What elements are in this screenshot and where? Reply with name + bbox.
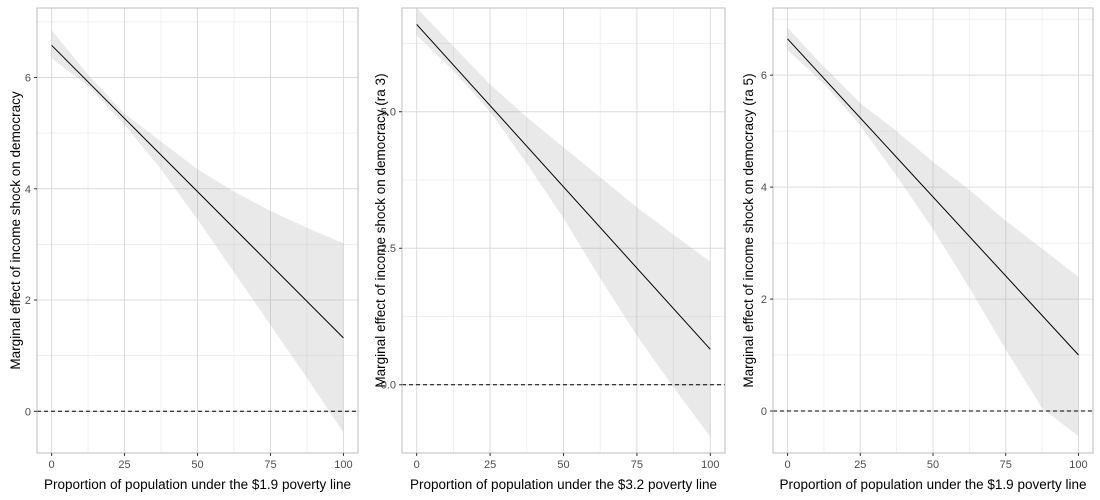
marginal-effect-line — [787, 38, 1079, 356]
chart-panel-3: 0 25 50 75 100 0 2 4 6 Proportion of population u… — [741, 7, 1094, 492]
x-tick-label: 50 — [557, 459, 569, 471]
x-tick-label: 75 — [1000, 459, 1012, 471]
y-axis-title: Marginal effect of income shock on democ… — [741, 73, 756, 387]
y-tick-label: 5.0 — [381, 107, 396, 119]
y-tick-label: 0 — [25, 406, 31, 418]
x-tick-label: 0 — [784, 459, 790, 471]
marginal-effect-line — [51, 44, 344, 339]
y-tick-label: 0 — [761, 406, 767, 418]
marginal-effect-line — [416, 24, 711, 350]
x-tick-label: 100 — [334, 459, 352, 471]
y-axis-title: Marginal effect of income shock on democ… — [8, 91, 23, 369]
confidence-band — [787, 27, 1079, 437]
confidence-band — [416, 8, 711, 437]
chart-panel-1: 0 25 50 75 100 0 2 4 6 Proportion of population u… — [8, 7, 359, 492]
y-tick-label: 6 — [25, 73, 31, 85]
y-tick-label: 2 — [25, 295, 31, 307]
y-tick-label: 6 — [761, 70, 767, 82]
y-axis-title: Marginal effect of income shock on democ… — [373, 73, 388, 387]
x-axis-title: Proportion of population under the $1.9 … — [780, 477, 1087, 492]
y-tick-label: 2.5 — [381, 243, 396, 255]
x-tick-label: 0 — [49, 459, 55, 471]
confidence-band — [51, 30, 344, 433]
x-tick-label: 75 — [264, 459, 276, 471]
x-tick-label: 50 — [191, 459, 203, 471]
y-tick-label: 2 — [761, 294, 767, 306]
x-tick-label: 100 — [701, 459, 719, 471]
x-tick-label: 0 — [414, 459, 420, 471]
x-tick-label: 50 — [927, 459, 939, 471]
y-tick-label: 0.0 — [381, 380, 396, 392]
y-tick-label: 4 — [761, 182, 767, 194]
x-tick-label: 100 — [1069, 459, 1087, 471]
x-tick-label: 25 — [854, 459, 866, 471]
chart-panel-2: 0 25 50 75 100 0.0 2.5 5.0 Proportion of populat… — [373, 7, 726, 492]
y-tick-label: 4 — [25, 184, 31, 196]
x-axis-title: Proportion of population under the $3.2 … — [410, 477, 717, 492]
x-tick-label: 25 — [484, 459, 496, 471]
x-tick-label: 75 — [631, 459, 643, 471]
x-tick-label: 25 — [118, 459, 130, 471]
x-axis-title: Proportion of population under the $1.9 … — [44, 477, 351, 492]
